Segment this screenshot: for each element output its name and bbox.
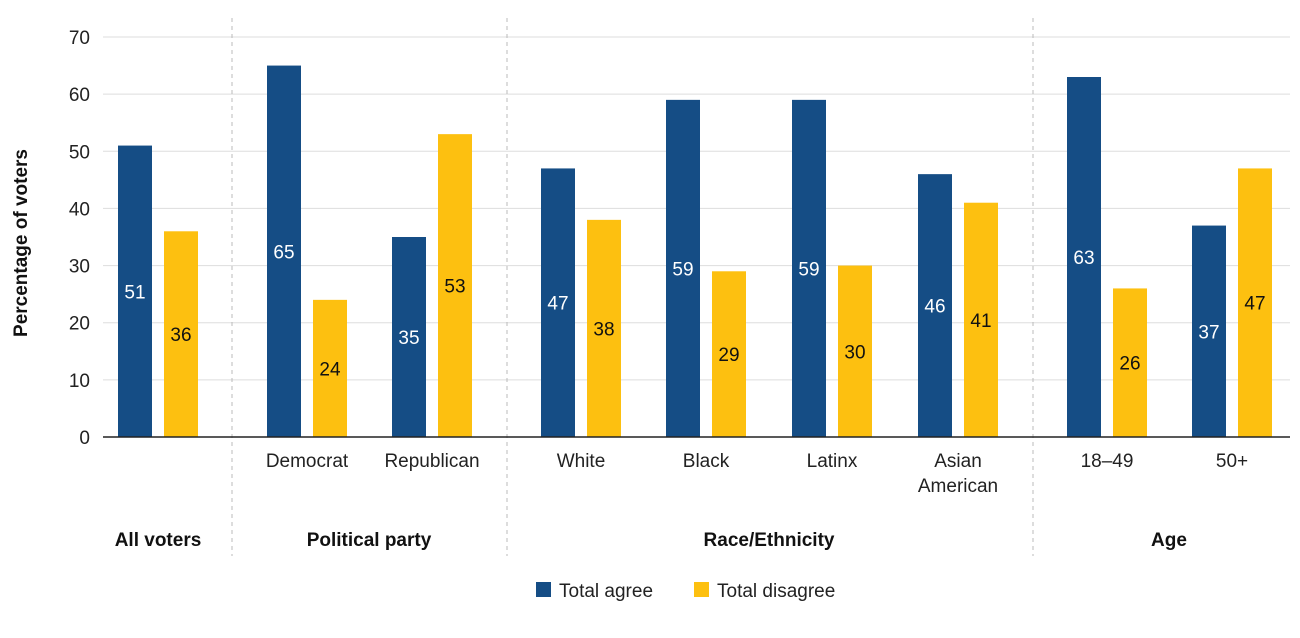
group-label: Race/Ethnicity <box>704 530 835 551</box>
bar-total-agree <box>392 237 426 437</box>
data-label: 63 <box>1073 248 1094 269</box>
category-label: Latinx <box>807 451 858 472</box>
category-label: 50+ <box>1216 451 1248 472</box>
y-tick-label: 20 <box>69 314 90 335</box>
data-label: 59 <box>672 259 693 280</box>
legend-swatch <box>694 582 709 597</box>
group-separators <box>231 18 1034 556</box>
bar-total-disagree <box>838 265 872 437</box>
bar-total-disagree <box>1113 288 1147 437</box>
bar-total-disagree <box>587 219 621 437</box>
data-labels: 51 65 35 47 59 59 46 63 37 36 24 53 38 29 30 41 26 47 <box>124 242 1265 380</box>
bar-total-agree <box>541 168 575 437</box>
legend-swatch <box>536 582 551 597</box>
y-tick-label: 70 <box>69 28 90 49</box>
data-label: 36 <box>170 325 191 346</box>
bar-total-agree <box>118 145 152 438</box>
y-tick-label: 60 <box>69 85 90 106</box>
y-axis-title: Percentage of voters <box>11 149 32 337</box>
bar-total-disagree <box>438 134 472 437</box>
legend: Total agree Total disagree <box>536 581 835 602</box>
data-label: 53 <box>444 277 465 298</box>
data-label: 37 <box>1198 322 1219 343</box>
category-label: 18–49 <box>1081 451 1134 472</box>
group-labels: All voters Political party Race/Ethnicity A… <box>115 530 1187 551</box>
data-label: 35 <box>398 328 419 349</box>
bar-total-agree <box>1192 225 1226 437</box>
y-tick-label: 30 <box>69 257 90 278</box>
legend-label: Total disagree <box>717 581 835 602</box>
category-label: American <box>918 476 998 497</box>
bar-total-disagree <box>313 299 347 437</box>
axes: 0 10 20 30 40 50 60 70 <box>69 28 1290 449</box>
data-label: 41 <box>970 311 991 332</box>
bar-total-agree <box>1067 77 1101 437</box>
legend-label: Total agree <box>559 581 653 602</box>
group-label: All voters <box>115 530 202 551</box>
data-label: 29 <box>718 345 739 366</box>
bars <box>118 65 1272 438</box>
data-label: 65 <box>273 242 294 263</box>
y-tick-label: 0 <box>79 428 90 449</box>
bar-total-agree <box>918 174 952 437</box>
data-label: 24 <box>319 359 341 380</box>
category-labels: Democrat Republican White Black Latinx Asian A… <box>266 451 1248 497</box>
data-label: 30 <box>844 342 865 363</box>
bar-total-agree <box>267 65 301 438</box>
bar-total-agree <box>666 99 700 437</box>
y-tick-label: 40 <box>69 199 90 220</box>
category-label: Democrat <box>266 451 349 472</box>
y-tick-label: 50 <box>69 142 90 163</box>
bar-total-disagree <box>964 202 998 437</box>
bar-total-agree <box>792 99 826 437</box>
category-label: Black <box>683 451 730 472</box>
category-label: White <box>557 451 606 472</box>
data-label: 47 <box>547 294 568 315</box>
category-label: Asian <box>934 451 982 472</box>
data-label: 26 <box>1119 354 1140 375</box>
data-label: 51 <box>124 282 145 303</box>
data-label: 59 <box>798 259 819 280</box>
group-label: Age <box>1151 530 1187 551</box>
bar-total-disagree <box>712 271 746 437</box>
data-label: 46 <box>924 297 945 318</box>
y-tick-label: 10 <box>69 371 90 392</box>
data-label: 38 <box>593 319 614 340</box>
bar-total-disagree <box>1238 168 1272 437</box>
bar-total-disagree <box>164 231 198 437</box>
group-label: Political party <box>307 530 432 551</box>
category-label: Republican <box>384 451 479 472</box>
data-label: 47 <box>1244 294 1265 315</box>
